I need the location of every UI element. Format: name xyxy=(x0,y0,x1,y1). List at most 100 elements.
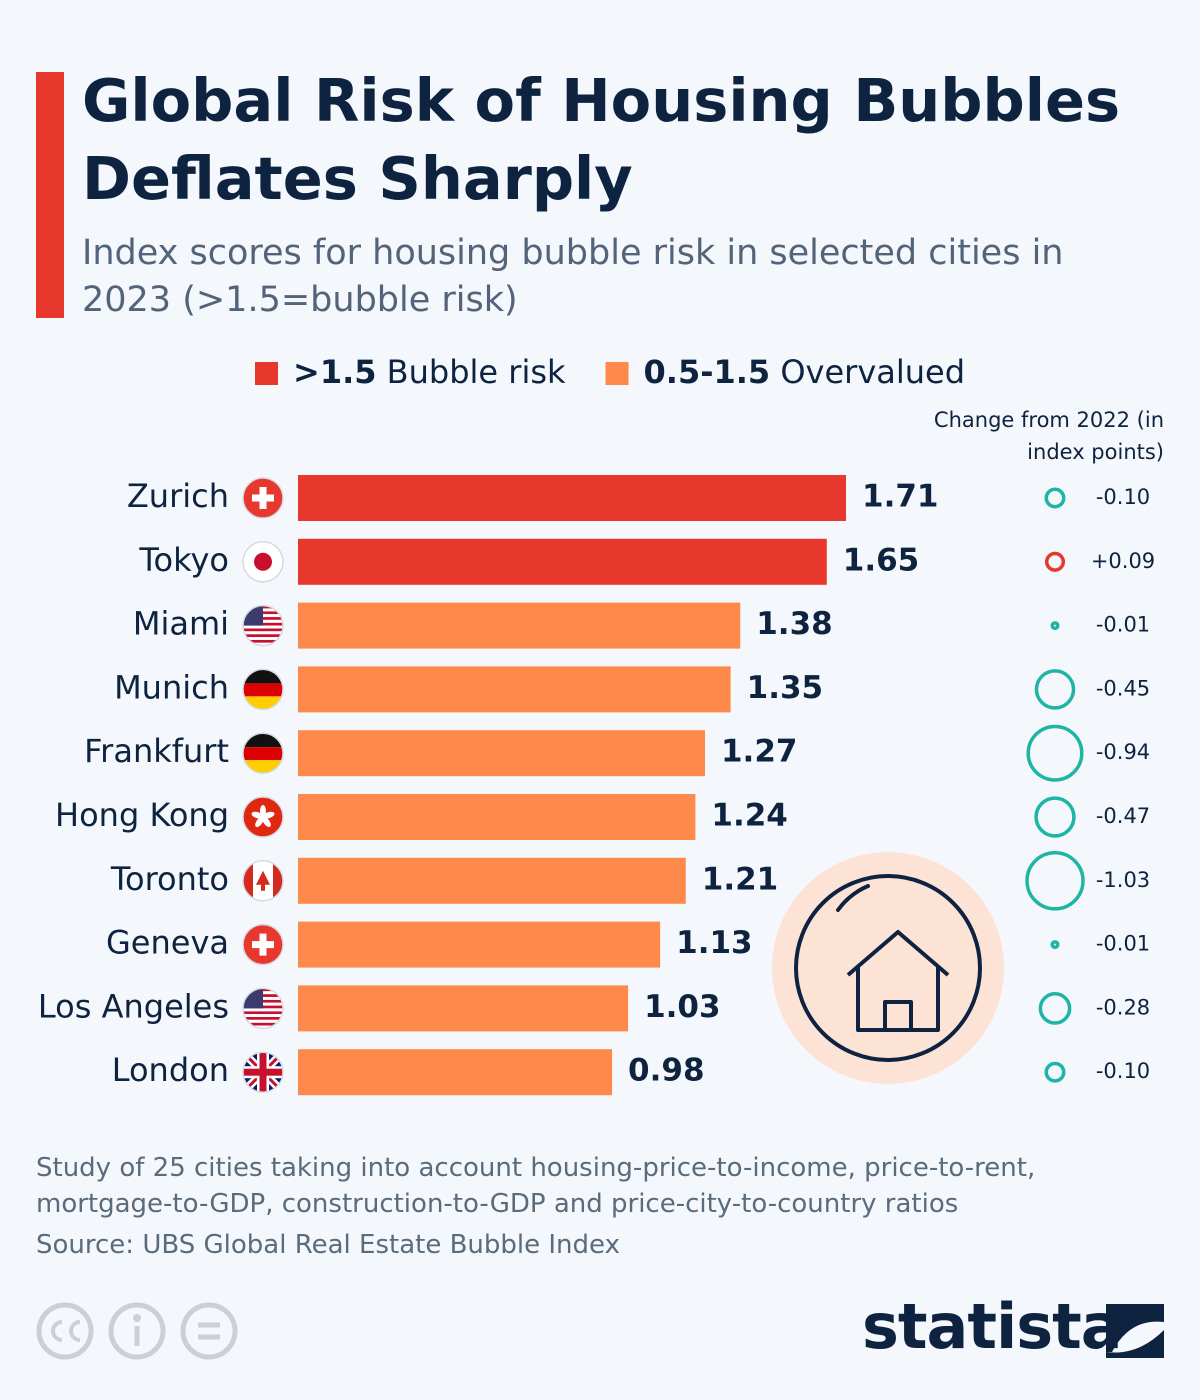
bar xyxy=(298,921,661,968)
flag-icon xyxy=(242,541,284,583)
change-label: -0.10 xyxy=(1096,485,1150,509)
flag-ring xyxy=(242,477,284,519)
flag-part xyxy=(243,642,283,646)
change-bubble xyxy=(1050,621,1060,631)
category-label: Toronto xyxy=(110,860,229,898)
legend-range: >1.5 xyxy=(293,353,377,391)
source: Source: UBS Global Real Estate Bubble In… xyxy=(36,1230,620,1260)
change-label: -0.28 xyxy=(1096,995,1150,1019)
flag-part xyxy=(243,669,283,684)
change-label: -0.01 xyxy=(1096,932,1150,956)
legend-label: >1.5 Bubble risk xyxy=(293,353,566,391)
flag-part xyxy=(251,811,264,819)
change-label: -0.01 xyxy=(1096,613,1150,637)
legend-label: 0.5-1.5 Overvalued xyxy=(644,353,966,391)
category-label: Frankfurt xyxy=(84,732,229,770)
flag-ring xyxy=(242,604,284,647)
value-label: 1.38 xyxy=(756,606,833,642)
value-label: 1.24 xyxy=(711,798,788,834)
bar xyxy=(298,475,846,521)
flag-part xyxy=(243,683,283,697)
flag-body xyxy=(243,478,283,518)
flag-part xyxy=(243,625,283,629)
flag-part xyxy=(243,1008,283,1012)
flag-body xyxy=(243,541,283,582)
flag-body xyxy=(243,924,283,965)
accent-bar xyxy=(36,72,64,318)
flag-part xyxy=(273,860,283,901)
flag-part xyxy=(252,494,274,502)
change-label: -0.47 xyxy=(1096,804,1150,828)
flag-ring xyxy=(242,923,284,966)
category-label: Hong Kong xyxy=(55,796,229,834)
change-bubble xyxy=(1044,1061,1066,1083)
change-label: -0.94 xyxy=(1096,740,1150,764)
change-label: +0.09 xyxy=(1091,549,1155,573)
legend-text: Bubble risk xyxy=(387,353,566,391)
license-icons xyxy=(36,1302,238,1360)
house-illustration xyxy=(772,852,1004,1084)
change-bubble xyxy=(1044,551,1066,572)
bar xyxy=(298,538,827,585)
change-bubble xyxy=(1044,487,1066,509)
flag-icon xyxy=(242,732,284,774)
bar xyxy=(298,857,686,904)
flag-part xyxy=(243,637,283,640)
value-label: 1.35 xyxy=(747,670,824,706)
flag-part xyxy=(243,631,283,635)
bar xyxy=(298,730,705,777)
flag-part xyxy=(243,1025,283,1029)
flag-ring xyxy=(242,1051,284,1093)
flag-part xyxy=(243,628,283,632)
change-bubble xyxy=(1050,940,1060,950)
legend-swatch xyxy=(255,362,278,385)
flag-ring xyxy=(242,987,284,1030)
value-label: 1.65 xyxy=(843,542,920,578)
flag-ring xyxy=(242,796,284,838)
change-label: -1.03 xyxy=(1096,868,1150,892)
flag-icon xyxy=(242,796,284,838)
flag-part xyxy=(243,1014,283,1017)
flag-ring xyxy=(242,541,284,583)
category-label: London xyxy=(112,1051,229,1089)
legend-text: Overvalued xyxy=(780,353,965,391)
chart-subtitle: Index scores for housing bubble risk in … xyxy=(82,233,1064,320)
flag-icon xyxy=(242,668,284,711)
value-label: 1.21 xyxy=(702,861,779,897)
flag-part xyxy=(255,816,264,828)
flag-part xyxy=(256,870,270,891)
change-label: -0.45 xyxy=(1096,676,1150,700)
flag-icon xyxy=(242,604,284,647)
flag-part xyxy=(262,811,275,819)
flag-part xyxy=(243,733,283,748)
category-label: Tokyo xyxy=(138,541,229,579)
flag-ring xyxy=(242,668,284,711)
change-bubble xyxy=(1025,851,1085,911)
flag-ring xyxy=(242,732,284,774)
category-label: Zurich xyxy=(127,477,229,515)
footnote: Study of 25 cities taking into account h… xyxy=(36,1153,1036,1219)
value-label: 0.98 xyxy=(628,1053,705,1089)
bar xyxy=(298,1049,613,1096)
category-label: Geneva xyxy=(106,924,229,962)
bar xyxy=(298,602,741,649)
flag-part xyxy=(243,1011,283,1015)
value-label: 1.03 xyxy=(644,989,721,1025)
legend-swatch xyxy=(605,362,629,385)
change-bubble xyxy=(1034,669,1076,710)
flag-part xyxy=(262,816,271,828)
category-label: Miami xyxy=(133,605,229,643)
chart-title: Global Risk of Housing Bubbles Deflates … xyxy=(82,66,1121,213)
flag-icon xyxy=(242,477,284,519)
legend-range: 0.5-1.5 xyxy=(644,353,771,391)
flag-body xyxy=(243,1052,283,1093)
change-bubble xyxy=(1034,796,1076,838)
value-label: 1.27 xyxy=(721,734,798,770)
bar xyxy=(298,985,629,1032)
bar xyxy=(298,666,731,713)
brand-logo xyxy=(1106,1304,1164,1358)
category-label: Munich xyxy=(114,668,229,706)
brand: statista xyxy=(862,1290,1123,1363)
